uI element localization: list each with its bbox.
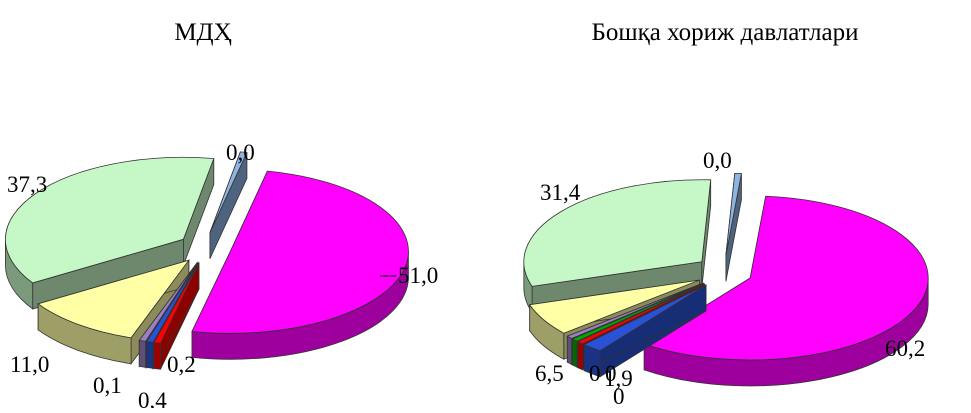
data-label: 0,4 <box>138 388 167 408</box>
chart-title-cis: МДҲ <box>174 19 231 46</box>
data-label: 37,3 <box>7 172 47 197</box>
data-label: 0,1 <box>93 373 122 398</box>
data-label: 0,0 <box>226 140 255 165</box>
data-label: 60,2 <box>885 336 925 361</box>
pie-slice <box>725 172 742 282</box>
data-label: 0,2 <box>167 352 196 377</box>
pie-chart-cis: 51,0 0,20,4 0,1 11,0 37,3 0,0 <box>5 140 438 413</box>
pie-chart-other-countries: 60,2 1,900 0 6,5 31,4 0,0 <box>523 148 929 409</box>
data-label: 11,0 <box>10 352 49 377</box>
pie-slice <box>583 284 707 378</box>
pie-slice <box>643 195 929 387</box>
data-label: 0,0 <box>703 148 732 173</box>
pie-slice <box>191 170 409 360</box>
data-label: 51,0 <box>398 263 438 288</box>
data-label: 0 <box>605 361 617 386</box>
data-label: 1,9 <box>604 366 633 391</box>
pie-slice <box>5 156 215 310</box>
data-label: 31,4 <box>540 180 581 205</box>
data-label: 6,5 <box>535 361 564 386</box>
pie-slice <box>209 151 248 259</box>
chart-title-other-countries: Бошқа хориж давлатлари <box>591 19 858 46</box>
data-label: 0 <box>589 361 601 386</box>
data-label: 0 <box>613 384 625 408</box>
pie-slice <box>153 261 200 371</box>
